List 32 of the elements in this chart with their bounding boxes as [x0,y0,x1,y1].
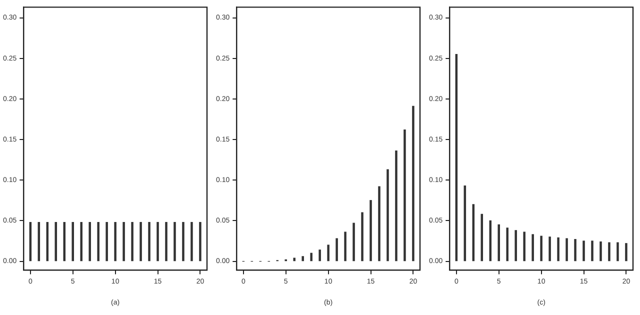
bar [361,212,364,262]
bar [344,232,346,262]
bar [412,106,414,262]
bar [548,236,551,262]
bar [566,238,568,262]
bar [370,200,372,262]
bar [327,244,330,262]
bar [616,242,619,262]
bar [625,243,628,262]
bar [489,220,492,262]
bar [404,129,406,262]
bar [395,150,398,262]
bar [506,228,508,262]
bar [302,256,304,262]
bar [557,237,560,262]
bar [600,241,602,262]
bar [386,169,389,262]
bar [514,230,517,262]
bar [318,250,321,262]
bar [310,252,312,262]
bar [540,236,542,262]
bar [591,240,594,262]
bar [608,242,610,262]
bar [574,239,576,262]
bar [523,232,526,262]
bar [352,222,355,262]
bar [498,224,500,262]
bar [378,186,380,262]
bar [336,238,338,262]
bar [293,258,296,262]
bar [532,234,534,262]
bar [582,240,585,262]
